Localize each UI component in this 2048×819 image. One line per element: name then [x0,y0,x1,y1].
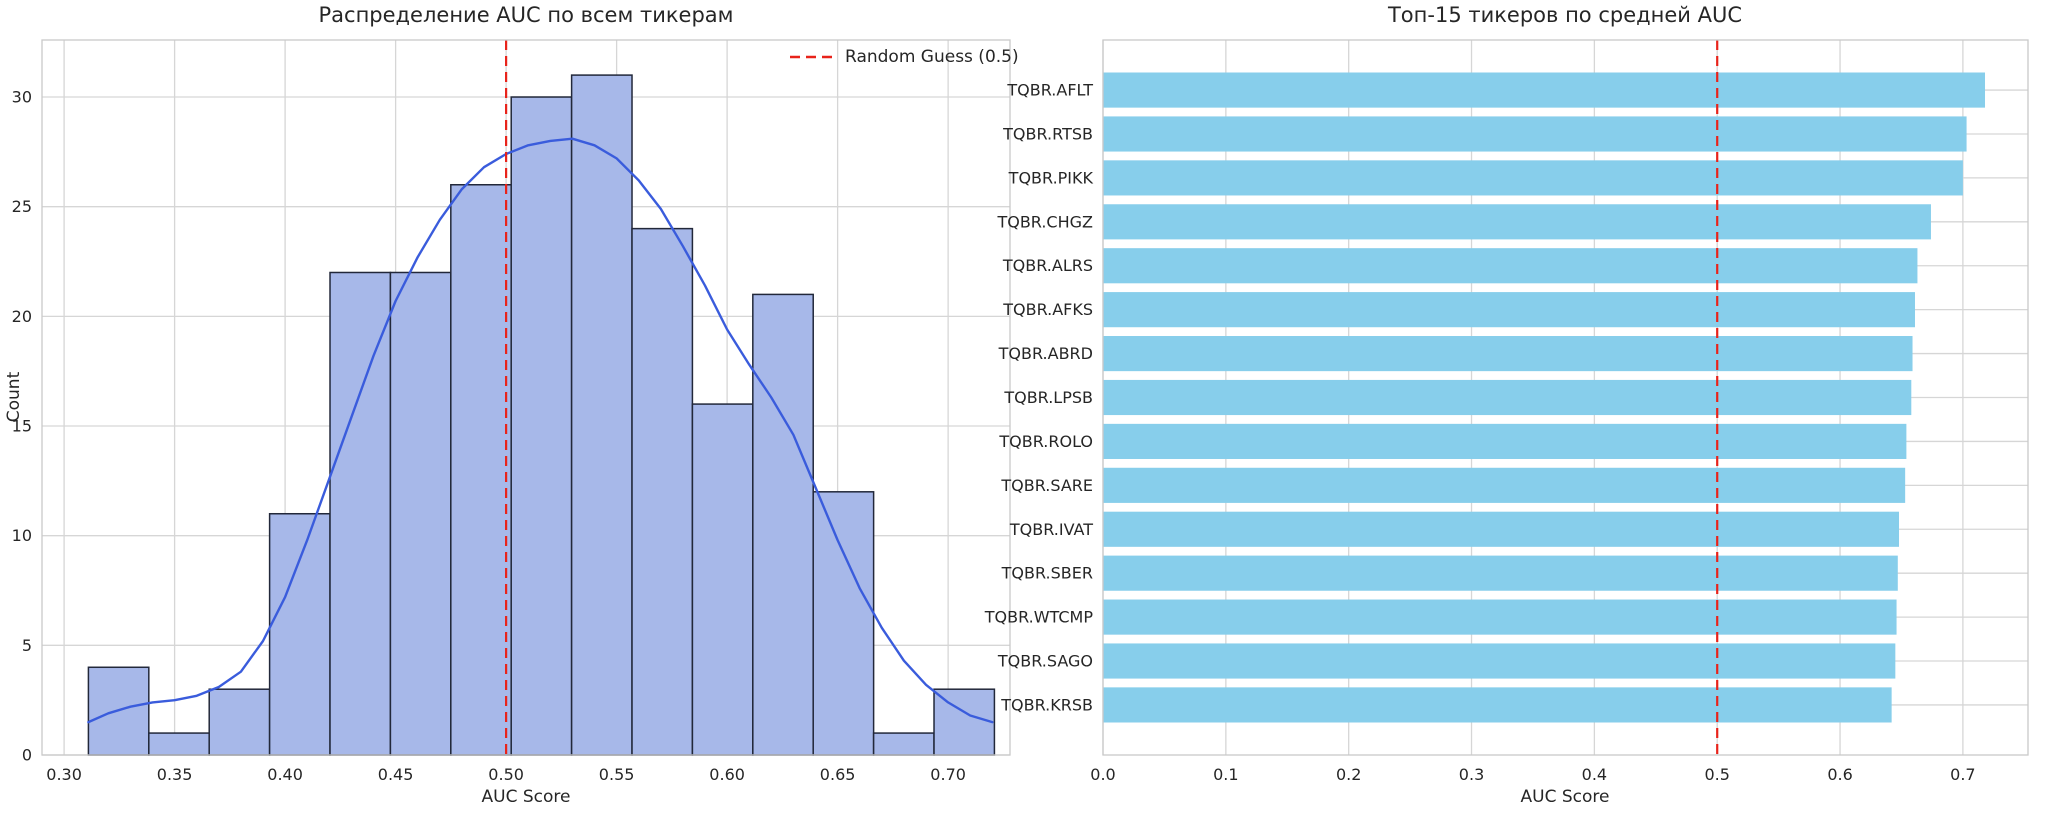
ticker-bar [1103,336,1913,372]
ticker-bar [1103,248,1918,284]
ticker-bar [1103,160,1963,196]
ticker-bar [1103,467,1906,503]
histogram-bar [872,732,935,756]
y-tick-label: 5 [22,636,32,655]
y-tick-label: 20 [12,307,32,326]
x-tick-label: 0.5 [1704,765,1729,784]
x-tick-label: 0.4 [1582,765,1607,784]
histogram-title: Распределение AUC по всем тикерам [318,3,734,27]
ticker-bar [1103,643,1896,679]
kde-curve [87,137,994,724]
x-tick-label: 0.55 [599,765,635,784]
ticker-label: TQBR.ROLO [998,432,1093,451]
x-tick-label: 0.70 [930,765,966,784]
legend-dashed-line-icon [790,55,834,59]
ticker-label: TQBR.KRSB [1000,695,1093,714]
x-tick-label: 0.6 [1827,765,1852,784]
y-tick-label: 30 [12,88,32,107]
ticker-bar [1103,72,1986,108]
y-tick-label: 15 [12,417,32,436]
ticker-label: TQBR.AFLT [1006,81,1093,100]
ticker-bar [1103,116,1967,152]
ticker-label: TQBR.AFKS [1002,300,1093,319]
histogram-bar [148,732,210,756]
histogram-plot-border [41,39,1011,756]
ticker-bar [1103,555,1898,591]
x-tick-label: 0.35 [157,765,193,784]
ticker-bar [1103,204,1931,240]
ticker-label: TQBR.CHGZ [996,212,1093,231]
ticker-bar [1103,379,1912,416]
histogram-bar [812,491,875,756]
x-tick-label: 0.1 [1213,765,1238,784]
histogram-bar [450,184,512,756]
ticker-label: TQBR.SBER [1001,564,1093,583]
histogram-xlabel: AUC Score [481,787,571,807]
x-tick-label: 0.2 [1336,765,1361,784]
y-tick-label: 25 [12,197,32,216]
histogram-bar [510,96,573,756]
ticker-bar [1103,599,1897,635]
x-tick-label: 0.3 [1459,765,1484,784]
top15-plot-border [1102,39,2029,756]
ticker-label: TQBR.LPSB [1003,388,1093,407]
histogram-bar [268,512,331,756]
x-tick-label: 0.0 [1090,765,1115,784]
ticker-label: TQBR.PIKK [1008,168,1094,187]
x-tick-label: 0.50 [488,765,524,784]
histogram-bar [631,227,694,756]
x-tick-label: 0.45 [378,765,414,784]
histogram-bar [752,293,814,756]
ticker-label: TQBR.ABRD [998,344,1093,363]
legend: Random Guess (0.5) [790,47,1019,67]
ticker-bar [1103,687,1892,723]
y-tick-label: 0 [22,746,32,765]
x-tick-label: 0.30 [46,765,82,784]
x-tick-label: 0.60 [709,765,745,784]
top15-title: Топ-15 тикеров по средней AUC [1387,3,1743,27]
ticker-label: TQBR.ALRS [1002,256,1093,275]
x-tick-label: 0.65 [820,765,856,784]
ticker-bar [1103,511,1900,547]
ticker-label: TQBR.SARE [1000,476,1093,495]
ticker-bar [1103,423,1907,459]
top15-xlabel: AUC Score [1520,787,1610,807]
ticker-label: TQBR.IVAT [1009,520,1093,539]
ticker-label: TQBR.SAGO [997,652,1093,671]
histogram-bar [691,403,754,756]
ticker-label: TQBR.RTSB [1002,124,1093,143]
histogram-bar [389,271,452,756]
ticker-bar [1103,292,1915,328]
histogram-bar [570,74,633,756]
ticker-label: TQBR.WTCMP [984,608,1094,627]
x-tick-label: 0.40 [267,765,303,784]
x-tick-label: 0.7 [1950,765,1975,784]
histogram-bar [329,271,392,756]
histogram-bar [208,688,271,756]
histogram-ylabel: Count [4,371,24,423]
legend-label: Random Guess (0.5) [845,47,1019,67]
y-tick-label: 10 [12,526,32,545]
